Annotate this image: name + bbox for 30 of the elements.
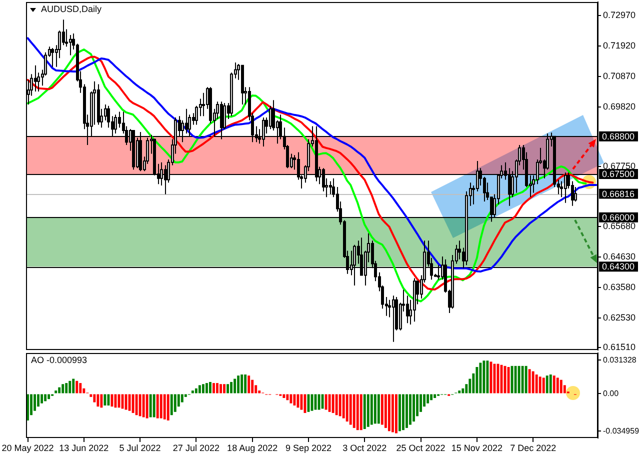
y-tick-label: 0.67750 — [603, 161, 636, 172]
y-tick-label: 0.71920 — [603, 40, 636, 50]
y-tick-label: 0.00 — [603, 388, 620, 398]
ref-line-label: 0.66000 — [602, 212, 635, 222]
x-tick-label: 25 Oct 2022 — [396, 442, 446, 453]
x-tick-label: 20 May 2022 — [2, 442, 54, 453]
ref-line-label: 0.68800 — [602, 131, 635, 142]
x-tick-label: 13 Jun 2022 — [59, 442, 109, 453]
x-tick-label: 3 Oct 2022 — [342, 442, 387, 453]
y-tick-label: 0.65680 — [603, 221, 636, 232]
y-tick-label: 0.72970 — [603, 10, 636, 20]
x-tick-label: 27 Jul 2022 — [172, 442, 220, 453]
x-tick-label: 15 Nov 2022 — [451, 442, 502, 453]
y-tick-label: -0.034959 — [603, 426, 640, 436]
ref-line-label: 0.64300 — [602, 262, 635, 272]
y-tick-label: 0.61510 — [603, 342, 636, 352]
x-tick-label: 7 Dec 2022 — [510, 442, 556, 453]
x-tick-label: 5 Jul 2022 — [119, 442, 161, 453]
chart-title: AUDUSD,Daily — [41, 4, 102, 15]
ref-line-label: 0.67500 — [602, 168, 635, 179]
x-tick-label: 18 Aug 2022 — [227, 442, 278, 453]
x-tick-label: 9 Sep 2022 — [285, 442, 332, 453]
y-tick-label: 0.70870 — [603, 70, 636, 81]
ref-line-label: 0.66816 — [602, 188, 635, 199]
y-tick-label: 0.031328 — [603, 355, 637, 364]
chart-title: AO -0.000993 — [31, 355, 88, 366]
y-tick-label: 0.63580 — [603, 282, 636, 292]
y-tick-label: 0.69820 — [603, 101, 636, 112]
y-tick-label: 0.62530 — [603, 312, 636, 322]
y-tick-label: 0.64630 — [603, 252, 636, 262]
